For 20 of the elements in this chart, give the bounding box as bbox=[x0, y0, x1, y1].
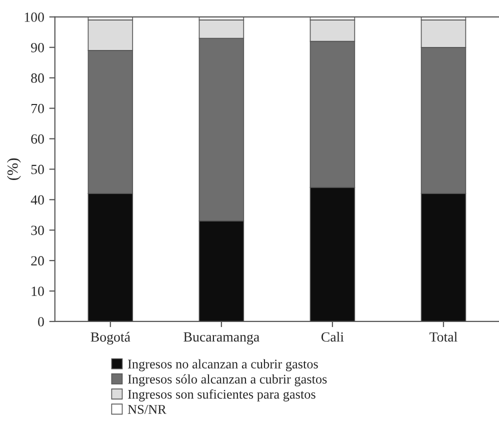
y-tick-label: 80 bbox=[31, 73, 44, 83]
y-tick-label: 60 bbox=[31, 134, 44, 144]
x-tick-label: Bucaramanga bbox=[184, 332, 260, 344]
y-tick-label: 10 bbox=[32, 286, 44, 296]
x-tick-label: Bogotá bbox=[90, 332, 130, 345]
y-tick-label: 70 bbox=[32, 104, 44, 114]
legend-label: Ingresos no alcanzan a cubrir gastos bbox=[128, 359, 318, 372]
y-tick-label: 20 bbox=[31, 256, 44, 266]
legend-label: Ingresos sólo alcanzan a cubrir gastos bbox=[128, 374, 327, 386]
x-tick-label: Cali bbox=[321, 332, 344, 342]
x-tick-label: Total bbox=[430, 332, 458, 342]
y-tick-label: 50 bbox=[31, 164, 44, 174]
y-tick-label: 100 bbox=[24, 12, 44, 22]
y-axis-title: (%) bbox=[7, 158, 21, 180]
y-tick-label: 90 bbox=[31, 42, 44, 52]
legend-label: Ingresos son suficientes para gastos bbox=[128, 389, 316, 402]
y-tick-label: 40 bbox=[30, 195, 44, 205]
legend-label: NS/NR bbox=[128, 404, 166, 414]
y-tick-label: 0 bbox=[38, 317, 44, 326]
y-tick-label: 30 bbox=[31, 226, 44, 236]
